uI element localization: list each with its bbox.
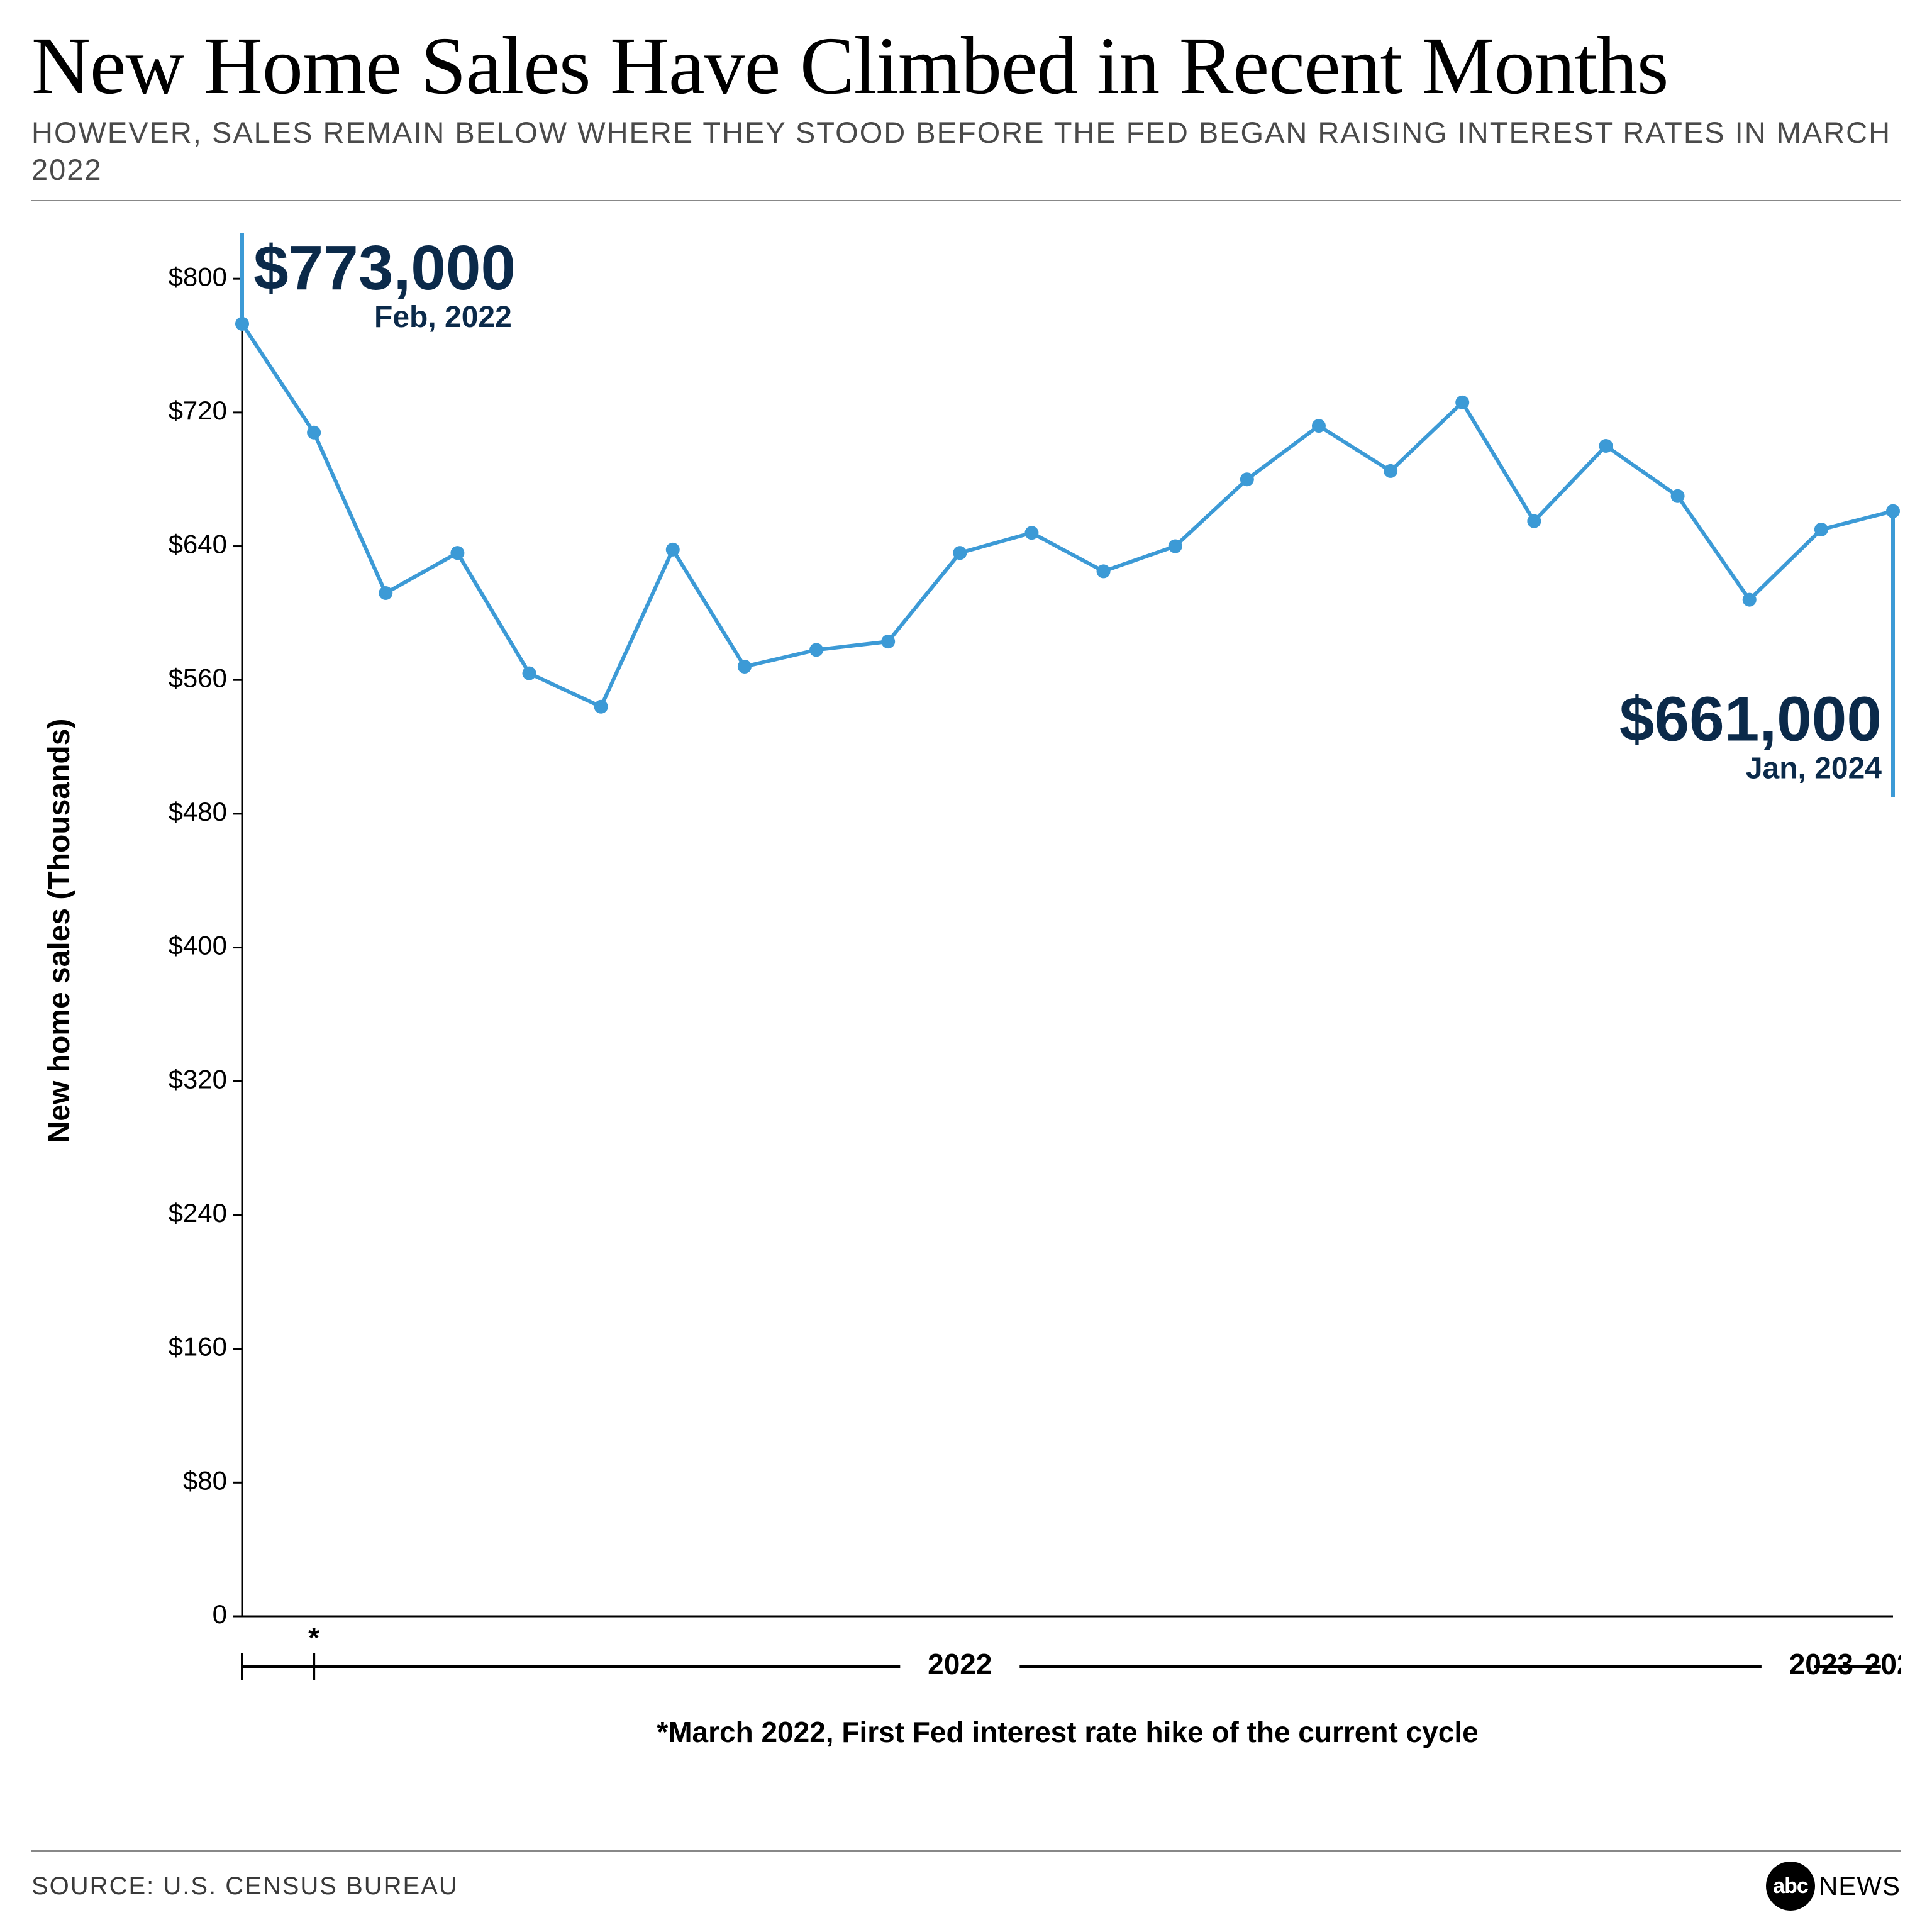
data-point (1384, 464, 1397, 477)
data-point (1024, 526, 1038, 540)
source-text: SOURCE: U.S. CENSUS BUREAU (31, 1872, 458, 1901)
data-point (1599, 439, 1613, 453)
callout-date: Jan, 2024 (1746, 752, 1882, 785)
data-point (1455, 395, 1469, 409)
data-point (1097, 564, 1111, 578)
logo-circle: abc (1766, 1862, 1815, 1911)
y-tick-label: $400 (169, 930, 227, 960)
header-rule (31, 200, 1901, 201)
data-point (450, 546, 464, 560)
data-point (1671, 489, 1685, 502)
data-point (738, 659, 752, 673)
y-tick-label: $80 (183, 1465, 227, 1495)
y-tick-label: $720 (169, 395, 227, 425)
footer-row: SOURCE: U.S. CENSUS BUREAU abc NEWS (31, 1862, 1901, 1911)
asterisk-mark: * (308, 1621, 319, 1654)
data-point (1169, 539, 1182, 553)
data-point (809, 643, 823, 657)
callout-date: Feb, 2022 (374, 301, 512, 334)
x-year-label: 2023 (1789, 1648, 1853, 1680)
y-tick-label: $240 (169, 1198, 227, 1228)
data-point (1527, 514, 1541, 528)
footer: SOURCE: U.S. CENSUS BUREAU abc NEWS (31, 1850, 1901, 1911)
data-point (666, 542, 680, 556)
news-logo: abc NEWS (1766, 1862, 1901, 1911)
callout-value: $773,000 (253, 233, 516, 303)
y-tick-label: 0 (213, 1599, 227, 1629)
data-point (523, 666, 536, 680)
x-footnote: *March 2022, First Fed interest rate hik… (657, 1716, 1478, 1748)
data-point (881, 635, 895, 648)
y-tick-label: $480 (169, 796, 227, 826)
x-year-label: 2022 (928, 1648, 992, 1680)
series-line (242, 323, 1893, 706)
data-point (307, 425, 321, 439)
line-chart: 0 $80 $160 $240 $320 $400 $480 $560 $640 $720 $800… (31, 220, 1901, 1792)
data-point (1312, 419, 1326, 433)
y-axis-title: New home sales (Thousands) (43, 718, 76, 1143)
data-point (953, 546, 967, 560)
data-point (1814, 522, 1828, 536)
y-tick-label: $560 (169, 663, 227, 692)
logo-text: NEWS (1819, 1871, 1901, 1901)
footer-rule (31, 1850, 1901, 1852)
y-tick-label: $160 (169, 1331, 227, 1361)
y-tick-label: $800 (169, 262, 227, 291)
page-subtitle: HOWEVER, SALES REMAIN BELOW WHERE THEY S… (31, 114, 1901, 189)
y-tick-label: $640 (169, 529, 227, 558)
data-point (594, 699, 608, 713)
page-title: New Home Sales Have Climbed in Recent Mo… (31, 25, 1901, 107)
data-point (1743, 592, 1757, 606)
page: New Home Sales Have Climbed in Recent Mo… (0, 0, 1932, 1932)
y-tick-label: $320 (169, 1064, 227, 1094)
x-year-label: 2024 (1865, 1648, 1901, 1680)
data-point (1240, 472, 1254, 486)
data-point (379, 586, 392, 599)
callout-value: $661,000 (1619, 684, 1882, 754)
chart-container: 0 $80 $160 $240 $320 $400 $480 $560 $640 $720 $800… (31, 220, 1901, 1792)
